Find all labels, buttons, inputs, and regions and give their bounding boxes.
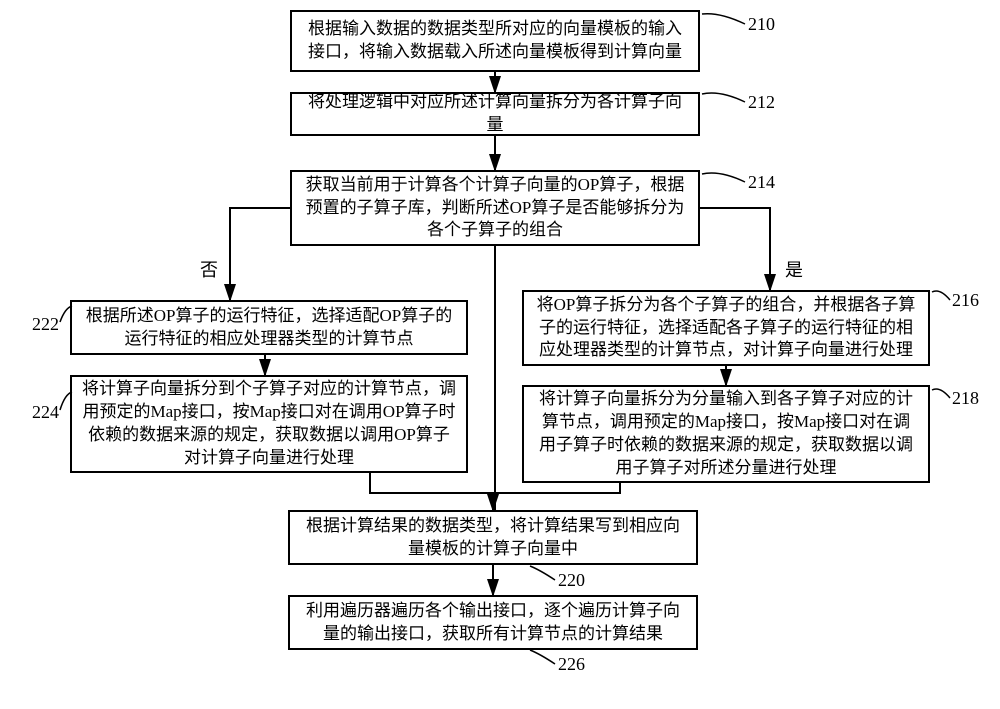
ref-210: 210 [748, 14, 775, 35]
node-216: 将OP算子拆分为各个子算子的组合，并根据各子算子的运行特征，选择适配各子算子的运… [522, 290, 930, 366]
ref-218: 218 [952, 388, 979, 409]
ref-222: 222 [32, 314, 59, 335]
branch-yes: 是 [785, 256, 803, 282]
ref-220: 220 [558, 570, 585, 591]
ref-212: 212 [748, 92, 775, 113]
node-210: 根据输入数据的数据类型所对应的向量模板的输入接口，将输入数据载入所述向量模板得到… [290, 10, 700, 72]
node-220-text: 根据计算结果的数据类型，将计算结果写到相应向量模板的计算子向量中 [300, 515, 686, 561]
node-216-text: 将OP算子拆分为各个子算子的组合，并根据各子算子的运行特征，选择适配各子算子的运… [534, 294, 918, 363]
node-224: 将计算子向量拆分到个子算子对应的计算节点，调用预定的Map接口，按Map接口对在… [70, 375, 468, 473]
node-224-text: 将计算子向量拆分到个子算子对应的计算节点，调用预定的Map接口，按Map接口对在… [82, 378, 456, 470]
node-212: 将处理逻辑中对应所述计算向量拆分为各计算子向量 [290, 92, 700, 136]
branch-no: 否 [200, 256, 218, 282]
node-210-text: 根据输入数据的数据类型所对应的向量模板的输入接口，将输入数据载入所述向量模板得到… [302, 18, 688, 64]
node-220: 根据计算结果的数据类型，将计算结果写到相应向量模板的计算子向量中 [288, 510, 698, 565]
ref-214: 214 [748, 172, 775, 193]
node-218-text: 将计算子向量拆分为分量输入到各子算子对应的计算节点，调用预定的Map接口，按Ma… [534, 388, 918, 480]
node-222-text: 根据所述OP算子的运行特征，选择适配OP算子的运行特征的相应处理器类型的计算节点 [82, 305, 456, 351]
ref-216: 216 [952, 290, 979, 311]
ref-224: 224 [32, 402, 59, 423]
node-212-text: 将处理逻辑中对应所述计算向量拆分为各计算子向量 [302, 91, 688, 137]
node-222: 根据所述OP算子的运行特征，选择适配OP算子的运行特征的相应处理器类型的计算节点 [70, 300, 468, 355]
node-226-text: 利用遍历器遍历各个输出接口，逐个遍历计算子向量的输出接口，获取所有计算节点的计算… [300, 600, 686, 646]
ref-226: 226 [558, 654, 585, 675]
node-226: 利用遍历器遍历各个输出接口，逐个遍历计算子向量的输出接口，获取所有计算节点的计算… [288, 595, 698, 650]
node-218: 将计算子向量拆分为分量输入到各子算子对应的计算节点，调用预定的Map接口，按Ma… [522, 385, 930, 483]
node-214-text: 获取当前用于计算各个计算子向量的OP算子，根据预置的子算子库，判断所述OP算子是… [302, 174, 688, 243]
node-214: 获取当前用于计算各个计算子向量的OP算子，根据预置的子算子库，判断所述OP算子是… [290, 170, 700, 246]
